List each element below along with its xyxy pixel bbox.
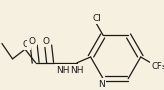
Text: NH: NH <box>56 66 69 75</box>
Text: Cl: Cl <box>92 14 101 23</box>
Text: O: O <box>28 37 35 46</box>
Text: O: O <box>43 37 50 46</box>
Text: NH: NH <box>70 66 84 75</box>
Text: N: N <box>98 80 105 89</box>
Text: CF₃: CF₃ <box>151 62 164 71</box>
Text: O: O <box>22 40 30 49</box>
